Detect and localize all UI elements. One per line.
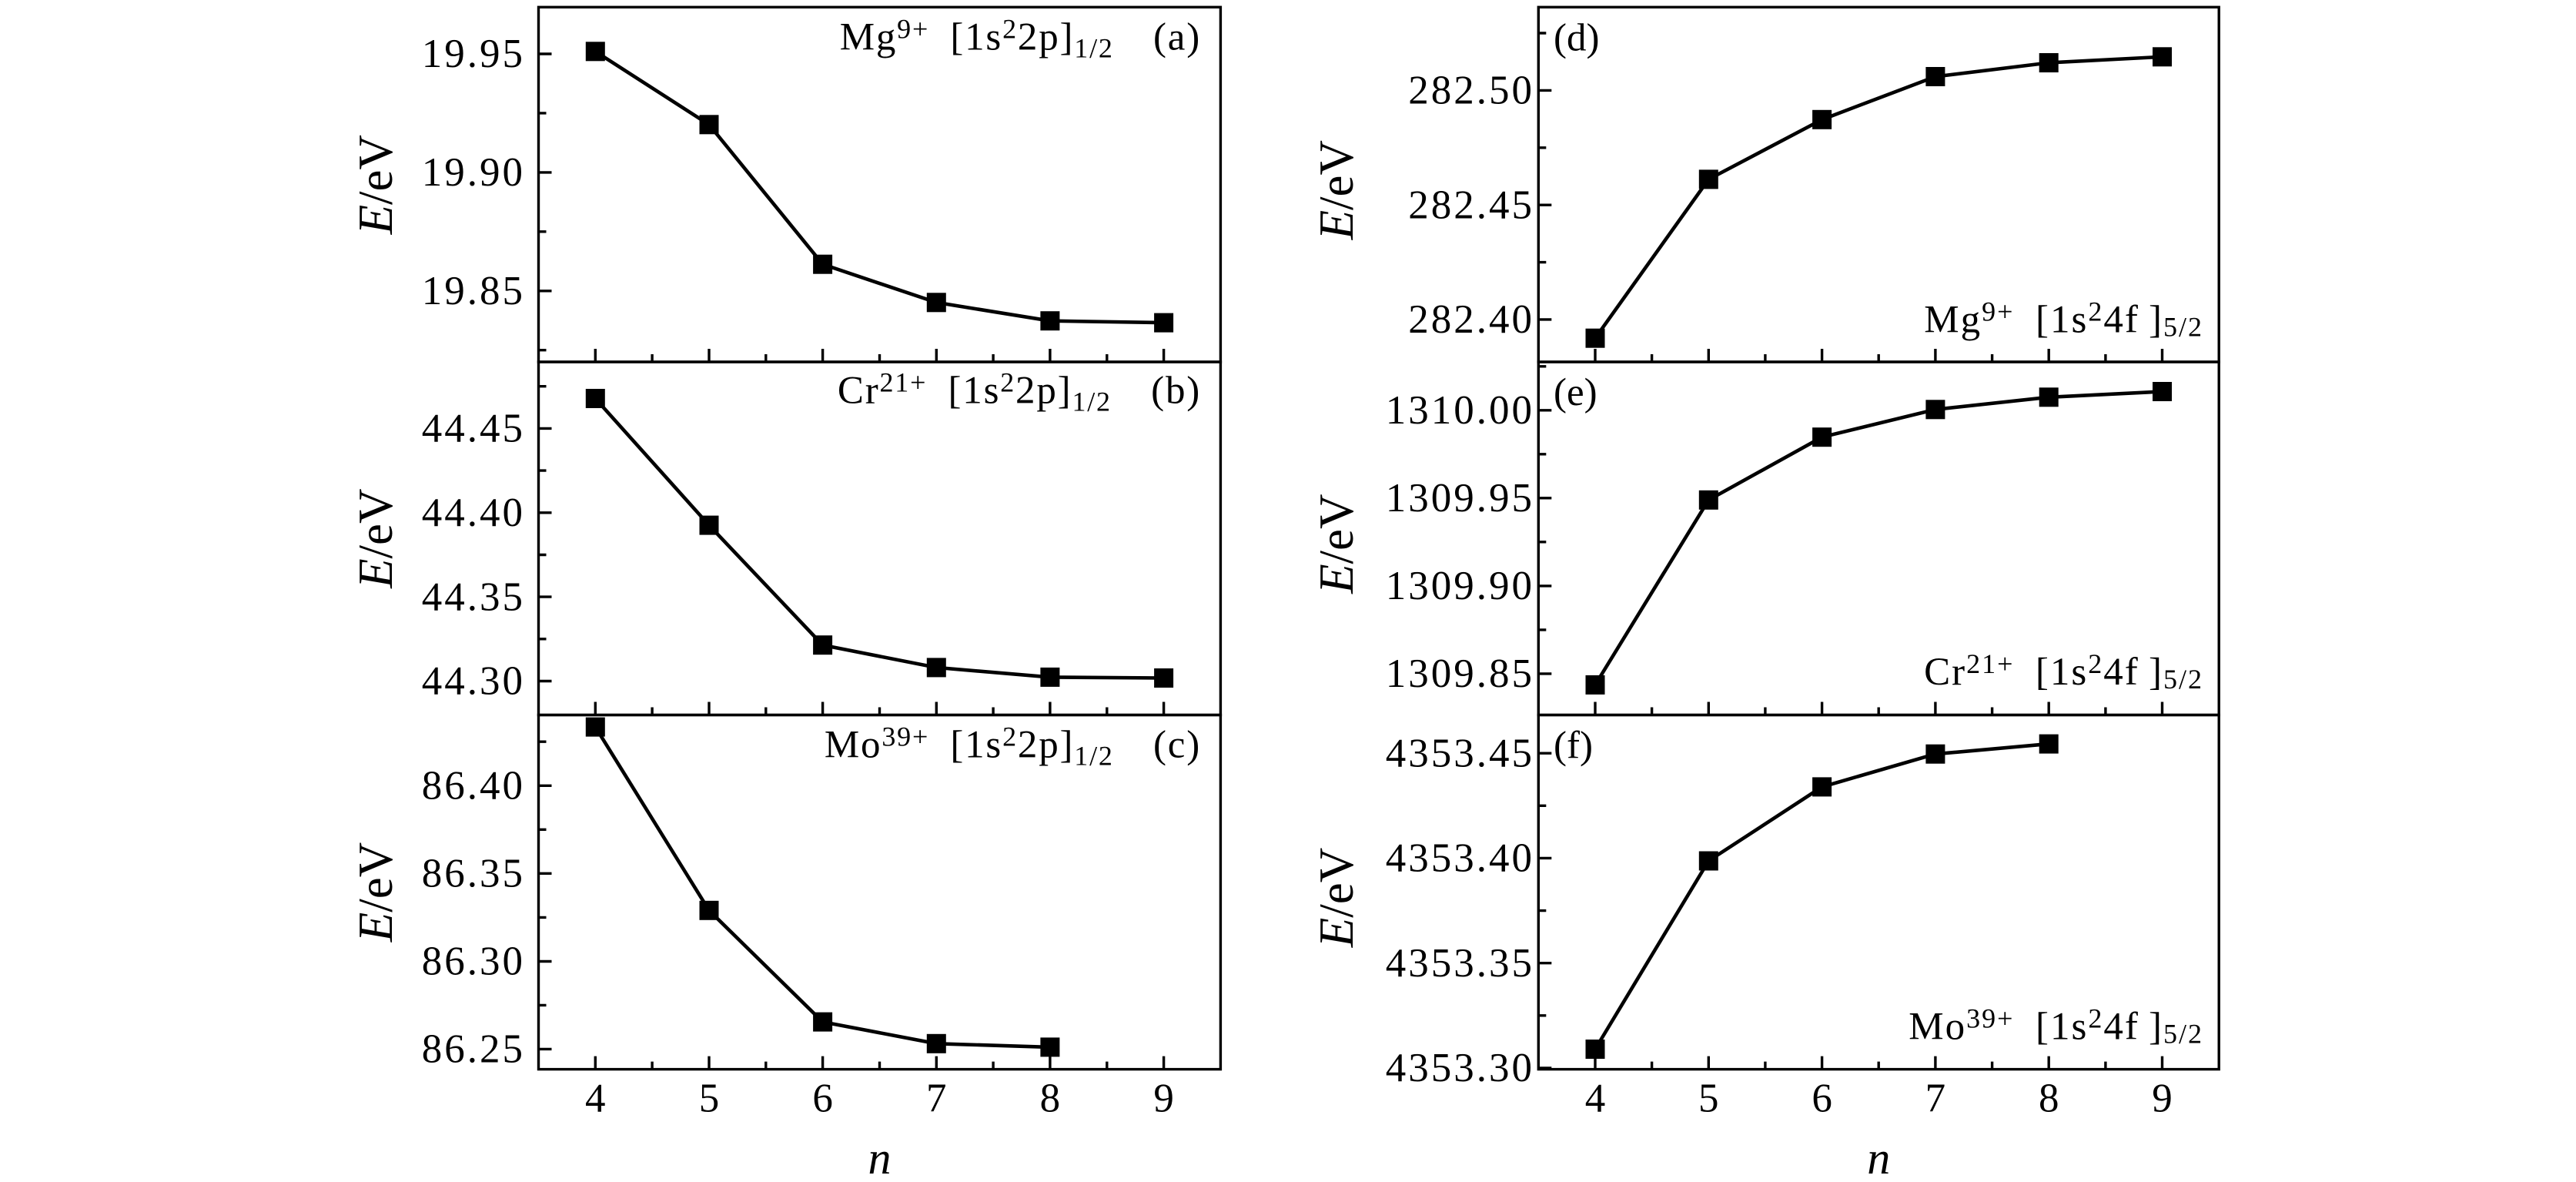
svg-text:9: 9 — [2152, 1076, 2173, 1120]
svg-text:9: 9 — [1153, 1076, 1174, 1120]
svg-text:6: 6 — [812, 1076, 833, 1120]
svg-text:1309.95: 1309.95 — [1386, 476, 1534, 521]
svg-text:6: 6 — [1812, 1076, 1832, 1120]
svg-text:E/eV: E/eV — [1310, 848, 1363, 948]
svg-text:4353.35: 4353.35 — [1386, 941, 1534, 986]
svg-text:282.50: 282.50 — [1408, 69, 1534, 113]
svg-text:1309.90: 1309.90 — [1386, 564, 1534, 608]
svg-text:4: 4 — [1585, 1076, 1606, 1120]
svg-text:1310.00: 1310.00 — [1386, 388, 1534, 433]
svg-text:282.45: 282.45 — [1408, 182, 1534, 227]
svg-text:86.25: 86.25 — [422, 1027, 525, 1072]
svg-text:E/eV: E/eV — [349, 135, 403, 235]
svg-text:Mg9+ [1s24f ]5/2: Mg9+ [1s24f ]5/2 — [1924, 296, 2203, 342]
svg-text:Mo39+ [1s24f ]5/2: Mo39+ [1s24f ]5/2 — [1909, 1003, 2203, 1049]
svg-text:5: 5 — [1698, 1076, 1719, 1120]
svg-text:44.40: 44.40 — [422, 491, 525, 535]
svg-text:E/eV: E/eV — [1310, 140, 1363, 240]
svg-text:7: 7 — [1925, 1076, 1946, 1120]
svg-text:4353.30: 4353.30 — [1386, 1046, 1534, 1090]
svg-text:(e): (e) — [1554, 371, 1597, 414]
svg-text:4: 4 — [585, 1076, 606, 1120]
svg-text:19.85: 19.85 — [422, 269, 525, 313]
svg-text:7: 7 — [926, 1076, 947, 1120]
svg-text:(f): (f) — [1554, 725, 1593, 768]
svg-text:282.40: 282.40 — [1408, 297, 1534, 342]
svg-text:Cr21+ [1s22p]1/2 (b): Cr21+ [1s22p]1/2 (b) — [838, 367, 1201, 417]
svg-text:E/eV: E/eV — [349, 842, 403, 943]
svg-text:Cr21+ [1s24f ]5/2: Cr21+ [1s24f ]5/2 — [1924, 648, 2203, 695]
svg-text:4353.45: 4353.45 — [1386, 731, 1534, 775]
svg-text:19.90: 19.90 — [422, 150, 525, 195]
svg-text:19.95: 19.95 — [422, 32, 525, 76]
svg-text:86.30: 86.30 — [422, 939, 525, 984]
svg-text:8: 8 — [2039, 1076, 2059, 1120]
svg-text:(d): (d) — [1554, 16, 1599, 59]
svg-text:5: 5 — [699, 1076, 720, 1120]
svg-text:44.35: 44.35 — [422, 574, 525, 619]
svg-text:n: n — [868, 1133, 892, 1182]
svg-text:4353.40: 4353.40 — [1386, 836, 1534, 881]
svg-text:86.35: 86.35 — [422, 852, 525, 896]
svg-text:n: n — [1867, 1133, 1890, 1182]
svg-text:44.45: 44.45 — [422, 407, 525, 451]
svg-text:E/eV: E/eV — [1310, 494, 1363, 594]
svg-text:1309.85: 1309.85 — [1386, 651, 1534, 696]
svg-text:E/eV: E/eV — [349, 488, 403, 588]
svg-text:Mg9+ [1s22p]1/2 (a): Mg9+ [1s22p]1/2 (a) — [840, 14, 1201, 64]
svg-text:86.40: 86.40 — [422, 764, 525, 809]
svg-text:8: 8 — [1040, 1076, 1061, 1120]
svg-text:44.30: 44.30 — [422, 659, 525, 704]
